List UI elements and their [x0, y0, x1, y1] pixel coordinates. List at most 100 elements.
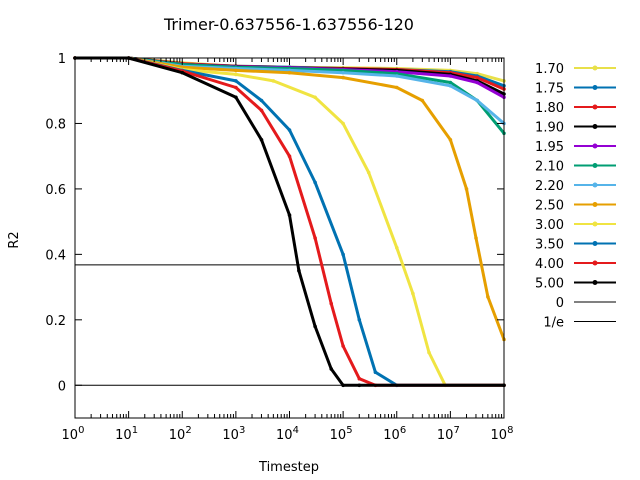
legend-marker-4-00 [592, 260, 598, 266]
data-point-2-50-7 [420, 98, 425, 103]
data-point-3-00-6 [341, 121, 345, 126]
series-line-5-00 [75, 56, 504, 387]
legend-marker-2-20 [592, 182, 598, 188]
legend-label-1-90: 1.90 [535, 121, 564, 136]
data-point-3-50-9 [373, 370, 378, 375]
data-point-2-50-5 [341, 75, 345, 80]
legend-marker-3-50 [592, 241, 598, 246]
x-tick-label-5: 105 [330, 425, 353, 443]
legend-marker-2-10 [592, 163, 598, 168]
legend-marker-5-00 [592, 280, 598, 285]
y-axis-label: R2 [7, 231, 22, 248]
legend-label-1-95: 1.95 [535, 140, 564, 155]
legend-marker-1-80 [592, 104, 598, 110]
legend-label-1-e: 1/e [543, 316, 564, 331]
legend: 1.70 1.75 1.80 1.90 1.95 2.10 2.20 2.50 3.00 3.50… [535, 62, 616, 331]
data-point-3-50-5 [287, 128, 292, 132]
legend-marker-3-00 [592, 221, 598, 227]
legend-item-0: 0 [556, 296, 616, 311]
x-tick-label-0: 100 [62, 425, 85, 443]
data-point-3-00-8 [395, 246, 399, 250]
data-point-5-00-6 [297, 268, 301, 273]
data-point-1-95-7 [448, 74, 453, 78]
data-point-3-50-7 [341, 252, 345, 257]
data-point-2-50-9 [464, 187, 469, 191]
legend-item-4-00: 4.00 [535, 257, 616, 272]
data-point-3-00-7 [366, 170, 371, 175]
data-point-2-10-7 [448, 80, 453, 85]
legend-item-3-00: 3.00 [535, 218, 616, 233]
legend-label-2-20: 2.20 [535, 179, 564, 194]
legend-item-3-50: 3.50 [535, 238, 616, 253]
chart-title: Trimer-0.637556-1.637556-120 [163, 15, 414, 34]
data-point-2-20-6 [395, 74, 399, 78]
data-point-3-50-4 [259, 98, 264, 103]
legend-item-1-70: 1.70 [535, 62, 616, 77]
data-point-4-00-9 [357, 376, 362, 381]
x-tick-label-2: 102 [169, 425, 192, 443]
data-point-4-00-6 [313, 236, 317, 240]
legend-label-4-00: 4.00 [535, 257, 564, 272]
data-point-5-00-9 [341, 383, 345, 388]
legend-label-2-50: 2.50 [535, 199, 564, 214]
legend-marker-1-75 [592, 85, 598, 90]
data-point-2-20-5 [341, 70, 345, 75]
x-tick-label-4: 104 [276, 425, 299, 443]
y-tick-label-1: 0.2 [45, 314, 66, 329]
x-tick-label-6: 106 [383, 425, 406, 443]
x-tick-label-7: 107 [437, 425, 460, 443]
data-point-2-50-10 [474, 236, 478, 240]
legend-label-3-50: 3.50 [535, 238, 564, 253]
data-point-3-00-5 [313, 95, 317, 100]
x-axis-label: Timestep [258, 460, 319, 475]
x-tick-label-8: 108 [491, 425, 514, 443]
data-point-4-00-3 [234, 85, 238, 90]
x-tick-label-3: 103 [222, 425, 245, 443]
legend-label-1-80: 1.80 [535, 101, 564, 116]
data-point-5-00-2 [180, 70, 185, 75]
data-point-3-50-3 [234, 79, 238, 83]
plot-area: 100 101 102 103 104 105 106 107 108 0 0.2 0.4 0.6 0.8… [45, 52, 513, 443]
data-point-2-50-11 [486, 295, 490, 299]
data-point-2-50-6 [395, 85, 399, 90]
data-point-4-00-7 [329, 301, 334, 306]
data-point-5-00-4 [259, 138, 264, 142]
y-tick-label-3: 0.6 [45, 183, 66, 198]
data-point-4-00-5 [287, 154, 292, 158]
data-point-3-50-8 [357, 318, 362, 322]
legend-item-1-e: 1/e [543, 316, 616, 331]
x-tick-label-1: 101 [115, 425, 138, 443]
legend-label-5-00: 5.00 [535, 277, 564, 292]
legend-item-1-75: 1.75 [535, 82, 616, 97]
data-point-3-00-10 [427, 350, 431, 355]
data-point-2-20-8 [475, 98, 480, 103]
series-line-2-50 [75, 56, 506, 341]
data-point-3-00-3 [234, 72, 238, 77]
legend-marker-1-70 [592, 65, 598, 71]
data-point-2-20-7 [448, 84, 453, 88]
data-point-2-50-8 [448, 138, 453, 142]
data-point-5-00-5 [287, 213, 292, 217]
data-point-2-50-4 [287, 70, 292, 75]
data-point-4-00-4 [259, 108, 264, 113]
data-point-1-80-8 [475, 75, 480, 80]
legend-item-2-20: 2.20 [535, 179, 616, 194]
data-point-2-50-3 [234, 68, 238, 73]
legend-label-2-10: 2.10 [535, 160, 564, 175]
legend-marker-1-90 [592, 124, 598, 129]
y-tick-label-2: 0.4 [45, 248, 66, 263]
data-point-5-00-10 [357, 383, 362, 388]
data-point-3-00-9 [411, 291, 415, 296]
legend-item-1-90: 1.90 [535, 121, 616, 136]
legend-label-3-00: 3.00 [535, 218, 564, 233]
data-point-1-95-8 [475, 80, 480, 85]
plot-border [74, 57, 505, 419]
data-point-5-00-7 [313, 324, 317, 329]
data-point-5-00-8 [329, 367, 334, 371]
legend-item-2-10: 2.10 [535, 160, 616, 175]
legend-marker-2-50 [592, 202, 598, 207]
legend-marker-1-95 [592, 143, 598, 149]
legend-label-1-70: 1.70 [535, 62, 564, 77]
legend-label-1-75: 1.75 [535, 82, 564, 97]
